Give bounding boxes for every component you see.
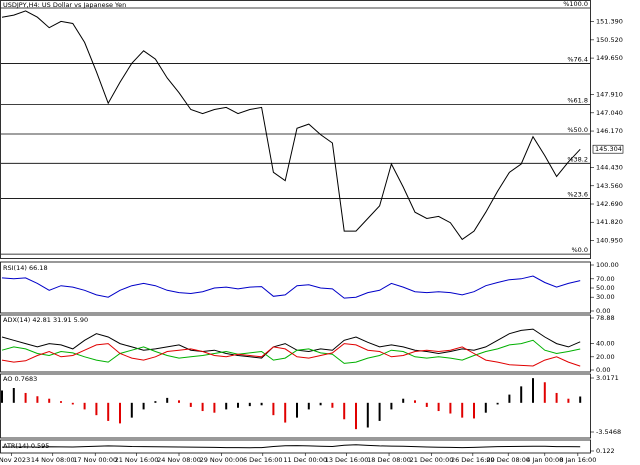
ao-panel xyxy=(0,373,591,439)
y-tick-label: 149.650 xyxy=(596,54,623,62)
fib-label: %61.8 xyxy=(567,97,588,105)
y-tick-label: 40.00 xyxy=(596,340,615,348)
x-tick-label: 17 Nov 00:00 xyxy=(73,456,117,464)
y-tick-label: 147.910 xyxy=(596,91,623,99)
y-tick-label: 100.00 xyxy=(596,261,619,269)
x-tick-label: 13 Dec 16:00 xyxy=(325,456,369,464)
x-tick-label: 21 Dec 00:00 xyxy=(410,456,454,464)
y-tick-label: 3.0171 xyxy=(596,374,619,382)
last-price-box xyxy=(592,144,624,154)
x-tick-label: 29 Dec 08:00 xyxy=(486,456,530,464)
y-tick-label: -3.5468 xyxy=(596,428,621,436)
y-tick-label: 141.820 xyxy=(596,218,623,226)
x-tick-label: 29 Nov 00:00 xyxy=(200,456,244,464)
panel-title: ATR(14) 0.595 xyxy=(3,442,49,450)
y-tick-label: 144.430 xyxy=(596,164,623,172)
panel-title: USDJPY,H4: US Dollar vs Japanese Yen xyxy=(3,1,126,9)
y-tick-label: 78.88 xyxy=(596,314,615,322)
panel-title: ADX(14) 42.81 31.91 5.90 xyxy=(3,316,88,324)
series-line xyxy=(1,328,581,359)
series-line xyxy=(1,339,581,364)
series-line xyxy=(1,343,581,367)
fib-label: %0.0 xyxy=(571,246,588,254)
x-tick-label: 21 Nov 16:00 xyxy=(115,456,159,464)
y-tick-label: 147.040 xyxy=(596,109,623,117)
y-tick-label: 143.560 xyxy=(596,182,623,190)
y-tick-label: 50.00 xyxy=(596,284,615,292)
last-price-label: 145.304 xyxy=(595,145,622,153)
series-line xyxy=(1,275,581,299)
fib-label: %100.0 xyxy=(563,0,588,8)
x-tick-label: 8 Jan 16:00 xyxy=(559,456,596,464)
y-tick-label: 20.00 xyxy=(596,353,615,361)
y-tick-label: 0.122 xyxy=(596,447,615,455)
y-tick-label: 142.690 xyxy=(596,200,623,208)
x-tick-label: 26 Dec 16:00 xyxy=(451,456,495,464)
y-tick-label: 150.520 xyxy=(596,36,623,44)
y-tick-label: 146.170 xyxy=(596,127,623,135)
y-tick-label: 140.950 xyxy=(596,236,623,244)
y-tick-label: 0.00 xyxy=(596,366,610,374)
panel-title: AO 0.7683 xyxy=(3,375,37,383)
x-tick-label: 11 Dec 00:00 xyxy=(283,456,327,464)
atr-panel xyxy=(0,439,591,454)
y-tick-label: 30.00 xyxy=(596,293,615,301)
series-line xyxy=(1,444,581,449)
fib-label: %76.4 xyxy=(567,56,588,64)
series-line xyxy=(1,10,581,241)
fib-label: %38.2 xyxy=(567,155,588,163)
rsi-panel xyxy=(0,261,591,314)
y-tick-label: 151.390 xyxy=(596,18,623,26)
fib-label: %50.0 xyxy=(567,126,588,134)
fib-label: %23.6 xyxy=(567,191,588,199)
price-panel xyxy=(0,0,591,259)
x-tick-label: 6 Dec 16:00 xyxy=(243,456,283,464)
x-tick-label: 9 Nov 2023 xyxy=(0,456,30,464)
y-tick-label: 0.00 xyxy=(596,307,610,315)
panel-title: RSI(14) 66.18 xyxy=(3,264,48,272)
y-tick-label: 70.00 xyxy=(596,275,615,283)
x-tick-label: 14 Nov 08:00 xyxy=(31,456,75,464)
x-tick-label: 18 Dec 08:00 xyxy=(367,456,411,464)
x-tick-label: 4 Jan 00:00 xyxy=(526,456,563,464)
x-tick-label: 24 Nov 08:00 xyxy=(157,456,201,464)
